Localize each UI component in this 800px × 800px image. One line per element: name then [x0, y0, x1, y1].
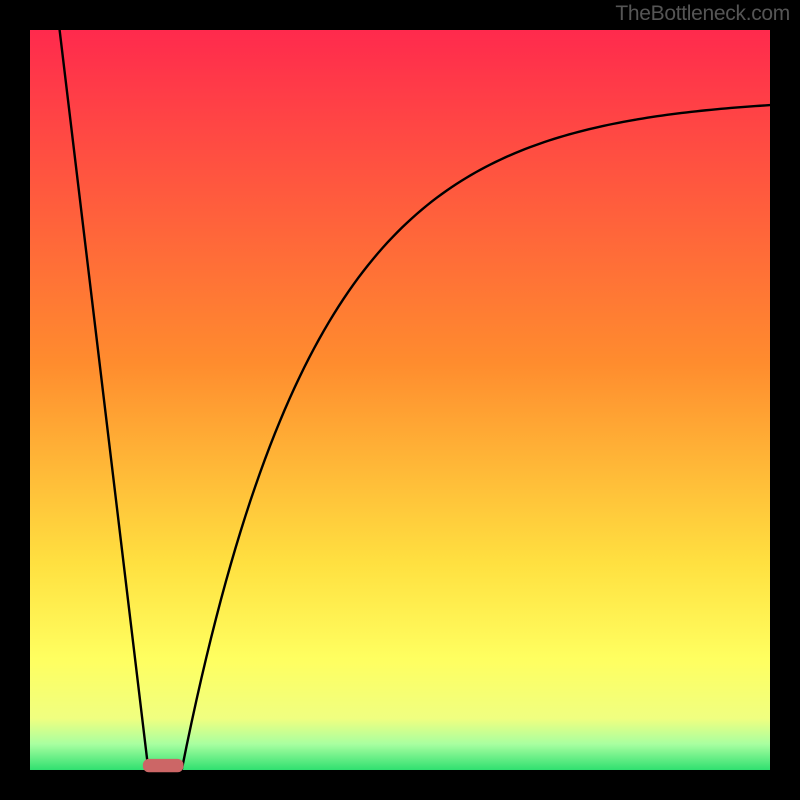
- optimum-marker: [143, 759, 184, 772]
- bottleneck-chart: TheBottleneck.com: [0, 0, 800, 800]
- watermark-text: TheBottleneck.com: [615, 2, 790, 26]
- chart-background: [30, 30, 770, 770]
- chart-svg: [0, 0, 800, 800]
